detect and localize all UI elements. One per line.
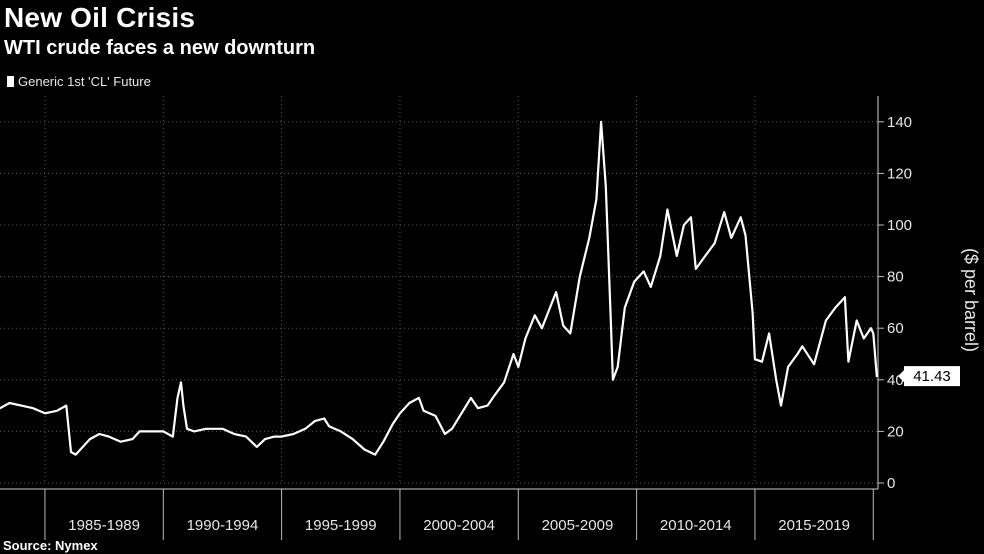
last-value-label: 41.43: [913, 368, 951, 385]
chart-title: New Oil Crisis: [4, 2, 196, 33]
y-tick-label: 80: [887, 269, 904, 286]
y-tick-label: 0: [887, 475, 895, 492]
y-tick-label: 100: [887, 217, 912, 234]
legend: Generic 1st 'CL' Future: [7, 74, 151, 89]
source-note: Source: Nymex: [3, 538, 98, 553]
legend-swatch: [7, 76, 14, 87]
series-line: [0, 120, 878, 456]
x-band-label: 1985-1989: [68, 517, 140, 534]
y-tick-label: 20: [887, 423, 904, 440]
y-tick-label: 60: [887, 320, 904, 337]
y-tick-label: 120: [887, 165, 912, 182]
x-band-label: 2000-2004: [423, 517, 495, 534]
legend-label: Generic 1st 'CL' Future: [18, 74, 151, 89]
last-value-badge: [904, 366, 960, 387]
chart-subtitle: WTI crude faces a new downturn: [4, 37, 316, 59]
x-band-label: 2005-2009: [542, 517, 614, 534]
x-band-label: 1995-1999: [305, 517, 377, 534]
y-axis-label: ($ per barrel): [961, 248, 981, 352]
last-value-pointer: [898, 370, 904, 383]
x-band-label: 2010-2014: [660, 517, 732, 534]
x-band-label: 1990-1994: [187, 517, 259, 534]
x-band-label: 2015-2019: [778, 517, 850, 534]
y-tick-label: 140: [887, 114, 912, 131]
